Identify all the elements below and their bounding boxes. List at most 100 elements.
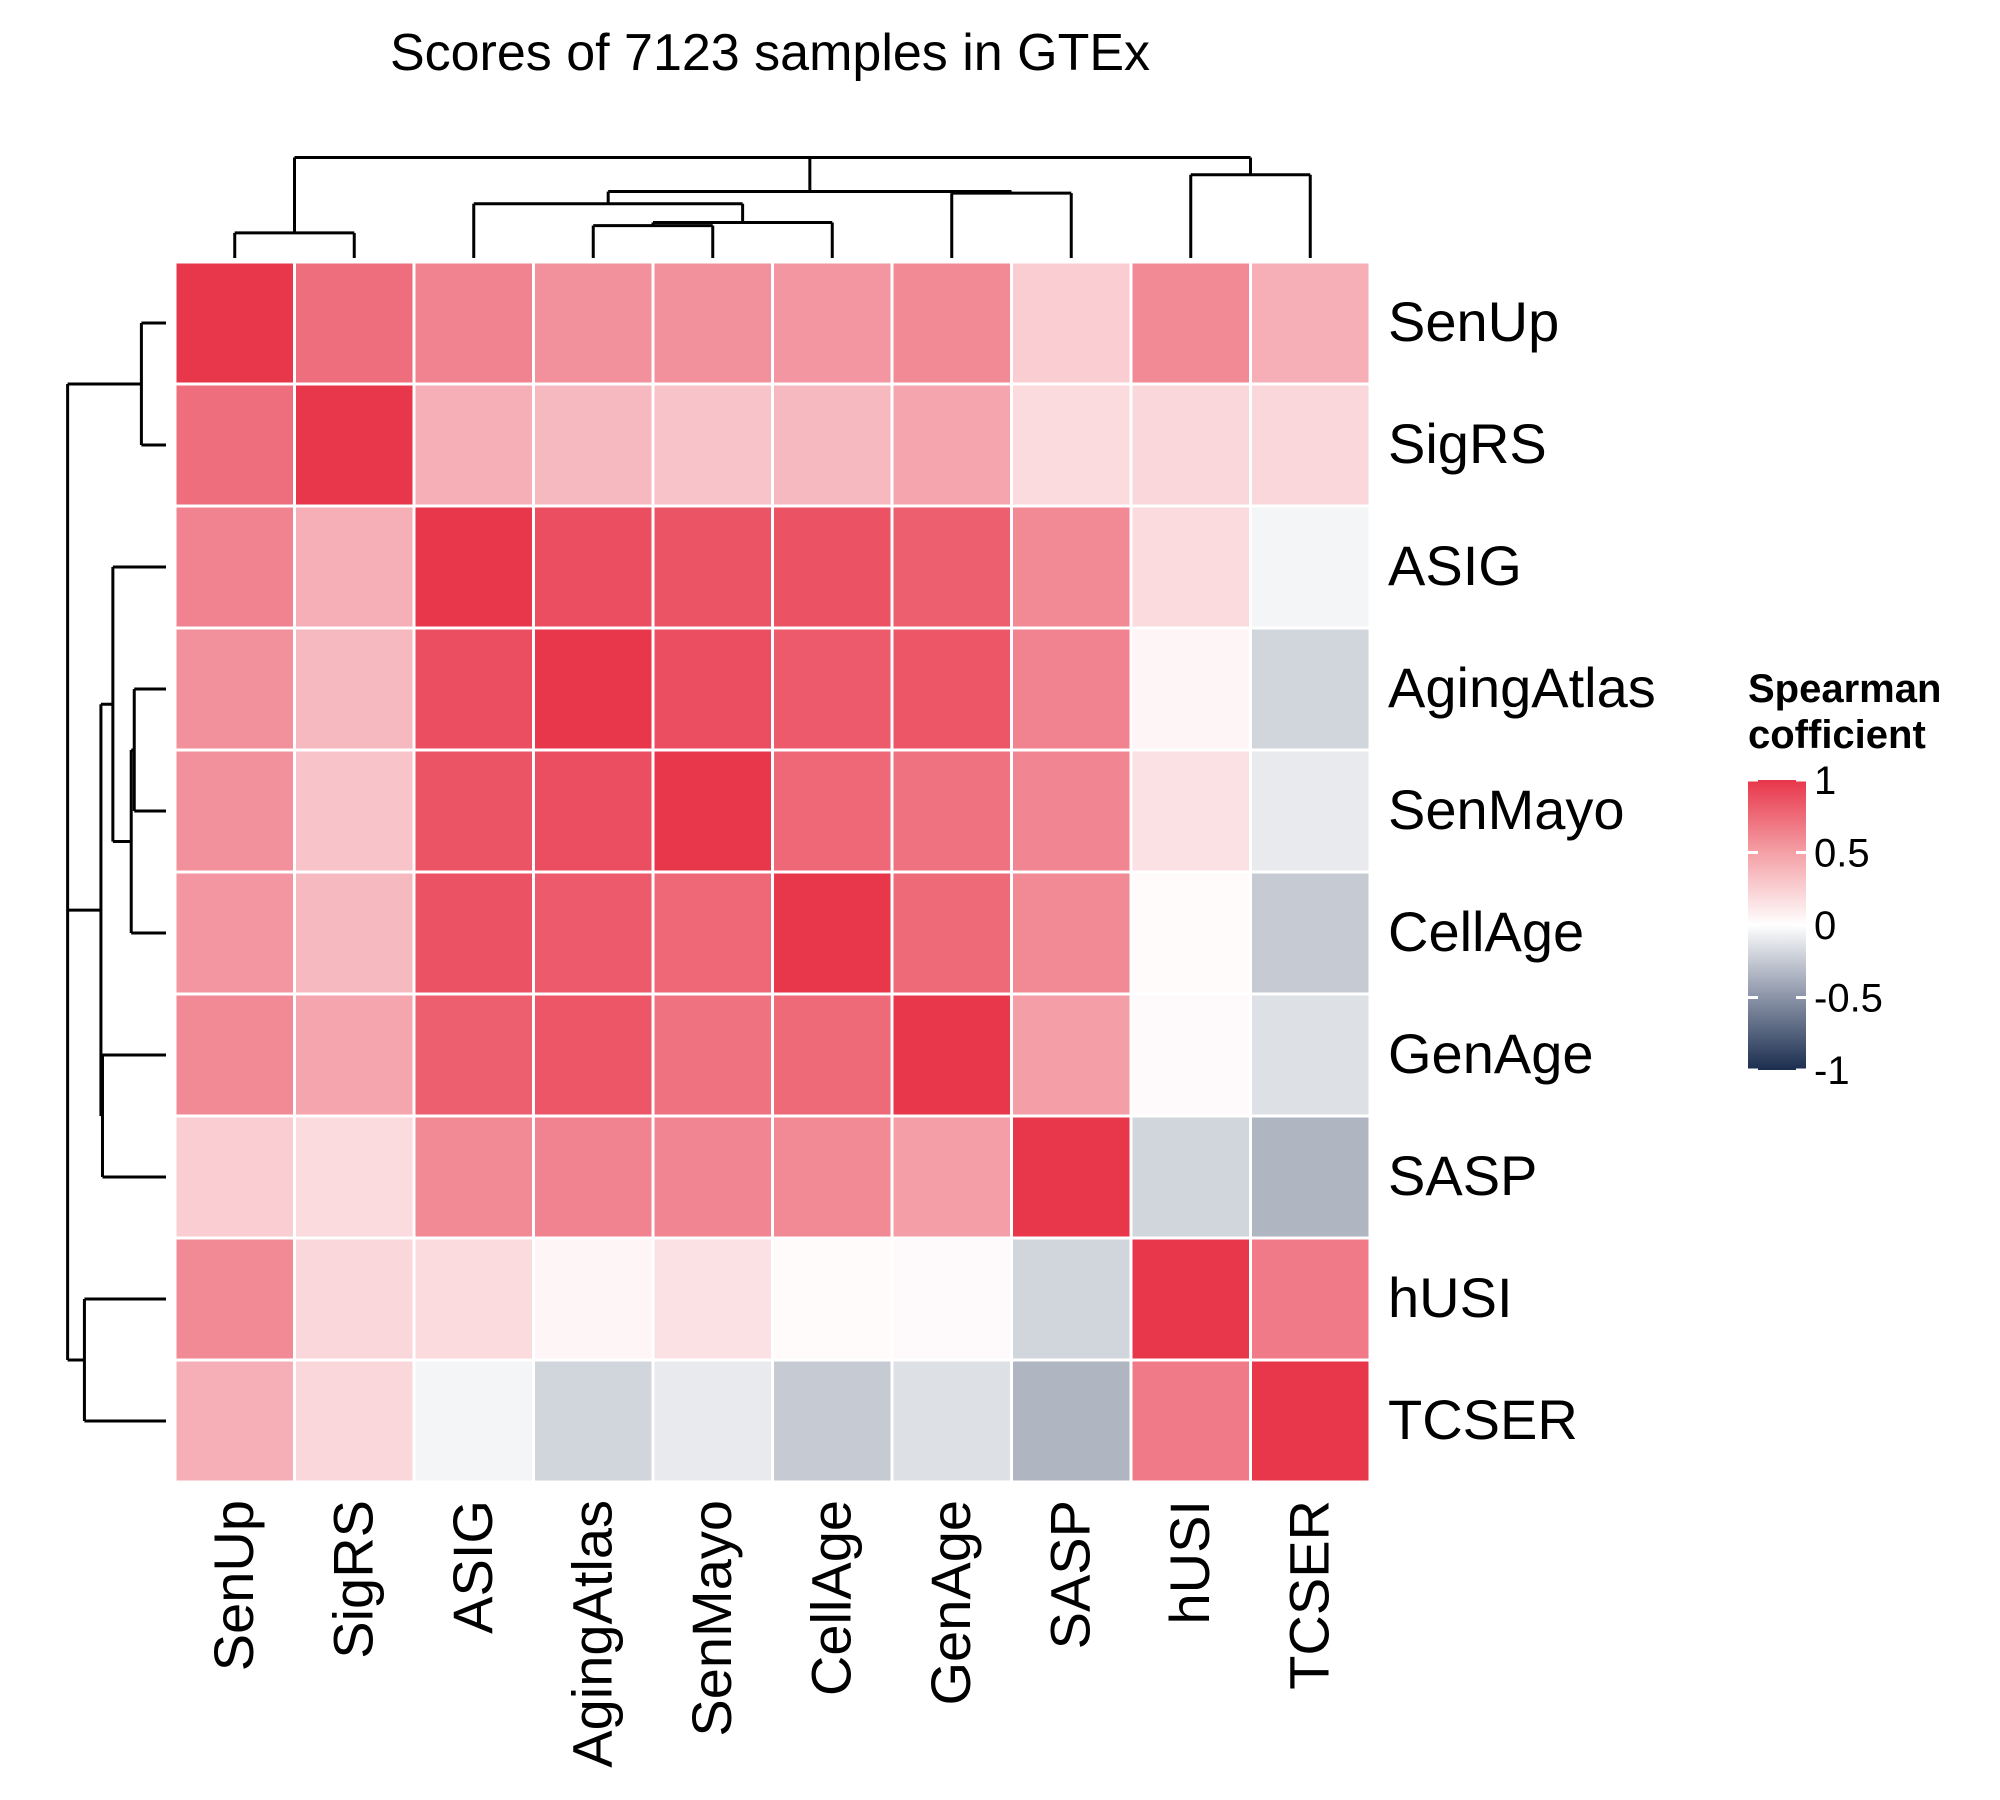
heatmap-cell-GenAge-ASIG (412, 992, 535, 1118)
heatmap-cell-ASIG-hUSI (1129, 504, 1252, 630)
column-label: ASIG (441, 1500, 504, 1634)
heatmap-cell-CellAge-CellAge (771, 870, 894, 996)
heatmap-cell-hUSI-AgingAtlas (532, 1236, 655, 1362)
heatmap-cell-hUSI-ASIG (412, 1236, 535, 1362)
heatmap-cell-SenMayo-ASIG (412, 748, 535, 874)
heatmap-cell-GenAge-hUSI (1129, 992, 1252, 1118)
heatmap-cell-TCSER-TCSER (1249, 1358, 1372, 1484)
heatmap-cell-GenAge-AgingAtlas (532, 992, 655, 1118)
heatmap-cell-SASP-AgingAtlas (532, 1114, 655, 1240)
heatmap-cell-AgingAtlas-TCSER (1249, 626, 1372, 752)
heatmap-cell-SenUp-SenUp (173, 260, 296, 386)
row-label: GenAge (1388, 1022, 1594, 1085)
row-dendrogram (66, 321, 166, 1423)
heatmap-cell-SigRS-TCSER (1249, 382, 1372, 508)
heatmap-cell-SenMayo-SenMayo (651, 748, 774, 874)
heatmap-cell-AgingAtlas-GenAge (890, 626, 1013, 752)
legend-tick-label: 0.5 (1814, 832, 1870, 876)
heatmap-cell-TCSER-CellAge (771, 1358, 894, 1484)
heatmap-cell-SigRS-SenUp (173, 382, 296, 508)
heatmap-cell-ASIG-AgingAtlas (532, 504, 655, 630)
heatmap-cell-hUSI-SigRS (293, 1236, 416, 1362)
legend-tick-label: -1 (1814, 1049, 1850, 1093)
heatmap-cell-TCSER-hUSI (1129, 1358, 1252, 1484)
heatmap-cell-ASIG-SigRS (293, 504, 416, 630)
heatmap-cell-TCSER-GenAge (890, 1358, 1013, 1484)
heatmap-cell-SigRS-AgingAtlas (532, 382, 655, 508)
column-label: TCSER (1277, 1500, 1340, 1690)
row-labels: SenUp SigRS ASIG AgingAtlas SenMayo CellAge Ge… (1388, 290, 1656, 1451)
heatmap-cell-hUSI-CellAge (771, 1236, 894, 1362)
chart-title: Scores of 7123 samples in GTEx (390, 24, 1150, 82)
heatmap-cell-AgingAtlas-hUSI (1129, 626, 1252, 752)
row-label: SASP (1388, 1144, 1537, 1207)
heatmap-cell-GenAge-SigRS (293, 992, 416, 1118)
heatmap-cell-TCSER-SenMayo (651, 1358, 774, 1484)
column-labels: SenUp SigRS ASIG AgingAtlas SenMayo CellAge Ge… (202, 1500, 1341, 1768)
heatmap-cell-SenMayo-CellAge (771, 748, 894, 874)
legend-tick-label: -0.5 (1814, 977, 1883, 1021)
heatmap-cell-AgingAtlas-SASP (1010, 626, 1133, 752)
row-label: ASIG (1388, 534, 1522, 597)
heatmap-cell-SASP-hUSI (1129, 1114, 1252, 1240)
heatmap-cell-SenUp-SigRS (293, 260, 416, 386)
heatmap-cell-ASIG-GenAge (890, 504, 1013, 630)
heatmap-cell-SigRS-SASP (1010, 382, 1133, 508)
row-label: hUSI (1388, 1266, 1513, 1329)
heatmap-cell-SigRS-SenMayo (651, 382, 774, 508)
heatmap-cell-hUSI-SenUp (173, 1236, 296, 1362)
row-label: SenUp (1388, 290, 1559, 353)
heatmap-cell-CellAge-SenMayo (651, 870, 774, 996)
heatmap-cell-SASP-CellAge (771, 1114, 894, 1240)
heatmap-cell-GenAge-SenMayo (651, 992, 774, 1118)
heatmap-cell-SASP-SigRS (293, 1114, 416, 1240)
heatmap-cell-SenUp-GenAge (890, 260, 1013, 386)
heatmap-cell-AgingAtlas-CellAge (771, 626, 894, 752)
heatmap-cell-ASIG-SASP (1010, 504, 1133, 630)
heatmap-cell-GenAge-GenAge (890, 992, 1013, 1118)
row-label: TCSER (1388, 1388, 1578, 1451)
heatmap-cell-CellAge-AgingAtlas (532, 870, 655, 996)
heatmap-cell-TCSER-ASIG (412, 1358, 535, 1484)
column-label: hUSI (1158, 1500, 1221, 1625)
column-label: SenUp (202, 1500, 265, 1671)
heatmap-cell-ASIG-TCSER (1249, 504, 1372, 630)
heatmap-cell-SenUp-ASIG (412, 260, 535, 386)
heatmap-cell-hUSI-hUSI (1129, 1236, 1252, 1362)
heatmap-cell-ASIG-CellAge (771, 504, 894, 630)
heatmap-cell-SenUp-CellAge (771, 260, 894, 386)
column-label: SenMayo (680, 1500, 743, 1737)
heatmap-cell-SenUp-SASP (1010, 260, 1133, 386)
heatmap-cell-SASP-GenAge (890, 1114, 1013, 1240)
heatmap-cell-CellAge-SigRS (293, 870, 416, 996)
heatmap-cell-SenMayo-GenAge (890, 748, 1013, 874)
heatmap-cell-SenMayo-hUSI (1129, 748, 1252, 874)
heatmap-cell-TCSER-SigRS (293, 1358, 416, 1484)
heatmap-cell-AgingAtlas-AgingAtlas (532, 626, 655, 752)
heatmap-cell-SenUp-hUSI (1129, 260, 1252, 386)
heatmap-cell-SigRS-hUSI (1129, 382, 1252, 508)
heatmap-cell-CellAge-TCSER (1249, 870, 1372, 996)
heatmap-cell-SenUp-SenMayo (651, 260, 774, 386)
legend-tick-label: 0 (1814, 904, 1836, 948)
heatmap-cells (173, 260, 1372, 1484)
heatmap-cell-SASP-TCSER (1249, 1114, 1372, 1240)
column-label: SigRS (321, 1500, 384, 1659)
column-label: CellAge (799, 1500, 862, 1696)
heatmap-cell-SenMayo-TCSER (1249, 748, 1372, 874)
heatmap-cell-GenAge-CellAge (771, 992, 894, 1118)
row-label: SenMayo (1388, 778, 1625, 841)
heatmap-cell-SASP-SenMayo (651, 1114, 774, 1240)
heatmap-cell-hUSI-SASP (1010, 1236, 1133, 1362)
legend-title-line1: Spearman (1748, 667, 1941, 711)
heatmap-cell-SASP-SenUp (173, 1114, 296, 1240)
column-label: SASP (1038, 1500, 1101, 1649)
color-legend: Spearman cofficient 1 0.5 0 -0.5 -1 (1748, 667, 1941, 1093)
heatmap-cell-ASIG-SenMayo (651, 504, 774, 630)
legend-tick-label: 1 (1814, 759, 1836, 803)
heatmap-cell-SenMayo-SigRS (293, 748, 416, 874)
heatmap-cell-AgingAtlas-ASIG (412, 626, 535, 752)
column-dendrogram (233, 156, 1312, 258)
heatmap-cell-SigRS-GenAge (890, 382, 1013, 508)
heatmap-cell-hUSI-SenMayo (651, 1236, 774, 1362)
